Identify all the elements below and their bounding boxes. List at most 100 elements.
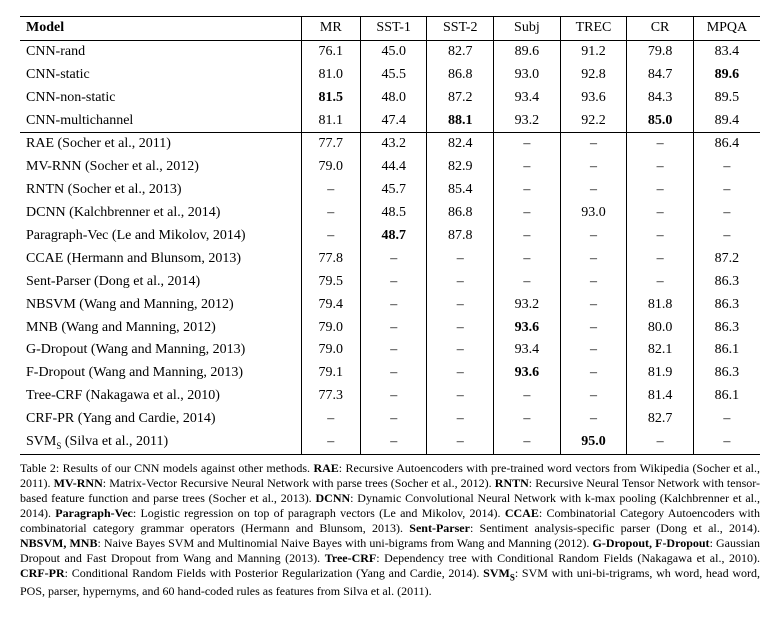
value-cell: – — [560, 317, 627, 340]
table-row: RAE (Socher et al., 2011)77.743.282.4–––… — [20, 133, 760, 156]
value-cell: – — [560, 408, 627, 431]
model-cell: CRF-PR (Yang and Cardie, 2014) — [20, 408, 301, 431]
value-cell: 79.4 — [301, 294, 360, 317]
value-cell: – — [360, 408, 427, 431]
col-header: TREC — [560, 17, 627, 41]
value-cell: – — [560, 271, 627, 294]
value-cell: – — [427, 271, 494, 294]
table-row: DCNN (Kalchbrenner et al., 2014)–48.586.… — [20, 202, 760, 225]
caption-desc: : Conditional Random Fields with Posteri… — [65, 566, 484, 580]
value-cell: – — [427, 362, 494, 385]
value-cell: – — [494, 225, 561, 248]
caption-term: Paragraph-Vec — [55, 506, 133, 520]
value-cell: – — [301, 202, 360, 225]
value-cell: – — [627, 156, 694, 179]
value-cell: 48.7 — [360, 225, 427, 248]
value-cell: – — [560, 133, 627, 156]
value-cell: 86.4 — [693, 133, 760, 156]
value-cell: 79.1 — [301, 362, 360, 385]
col-header: SST-2 — [427, 17, 494, 41]
value-cell: 92.2 — [560, 110, 627, 133]
model-cell: Paragraph-Vec (Le and Mikolov, 2014) — [20, 225, 301, 248]
value-cell: 93.6 — [560, 87, 627, 110]
model-cell: CNN-static — [20, 64, 301, 87]
table-caption: Table 2: Results of our CNN models again… — [20, 461, 760, 599]
caption-term: NBSVM, MNB — [20, 536, 97, 550]
value-cell: – — [494, 431, 561, 454]
value-cell: 93.6 — [494, 362, 561, 385]
caption-desc: : Dependency tree with Conditional Rando… — [376, 551, 760, 565]
table-header-row: ModelMRSST-1SST-2SubjTRECCRMPQA — [20, 17, 760, 41]
value-cell: 86.8 — [427, 202, 494, 225]
value-cell: 86.3 — [693, 362, 760, 385]
value-cell: 93.0 — [560, 202, 627, 225]
value-cell: 86.3 — [693, 271, 760, 294]
value-cell: 88.1 — [427, 110, 494, 133]
value-cell: – — [301, 179, 360, 202]
caption-term: RNTN — [495, 476, 529, 490]
table-row: MV-RNN (Socher et al., 2012)79.044.482.9… — [20, 156, 760, 179]
value-cell: 82.4 — [427, 133, 494, 156]
value-cell: 89.6 — [693, 64, 760, 87]
value-cell: – — [494, 133, 561, 156]
value-cell: 79.0 — [301, 156, 360, 179]
value-cell: – — [427, 385, 494, 408]
value-cell: 77.7 — [301, 133, 360, 156]
value-cell: – — [693, 225, 760, 248]
model-cell: CCAE (Hermann and Blunsom, 2013) — [20, 248, 301, 271]
value-cell: 87.2 — [693, 248, 760, 271]
caption-term: Tree-CRF — [325, 551, 377, 565]
value-cell: 79.5 — [301, 271, 360, 294]
value-cell: 76.1 — [301, 40, 360, 63]
value-cell: – — [560, 339, 627, 362]
table-row: SVMS (Silva et al., 2011)––––95.0–– — [20, 431, 760, 454]
model-cell: CNN-non-static — [20, 87, 301, 110]
value-cell: – — [360, 339, 427, 362]
value-cell: 91.2 — [560, 40, 627, 63]
value-cell: 86.8 — [427, 64, 494, 87]
caption-term: CRF-PR — [20, 566, 65, 580]
caption-term: SVMS — [483, 566, 515, 580]
caption-term: Sent-Parser — [409, 521, 470, 535]
value-cell: 93.2 — [494, 294, 561, 317]
value-cell: 85.4 — [427, 179, 494, 202]
value-cell: 48.5 — [360, 202, 427, 225]
value-cell: 93.0 — [494, 64, 561, 87]
table-row: CNN-static81.045.586.893.092.884.789.6 — [20, 64, 760, 87]
value-cell: 93.2 — [494, 110, 561, 133]
value-cell: – — [360, 362, 427, 385]
value-cell: – — [560, 294, 627, 317]
value-cell: 77.8 — [301, 248, 360, 271]
value-cell: 93.6 — [494, 317, 561, 340]
value-cell: – — [494, 179, 561, 202]
value-cell: – — [560, 225, 627, 248]
model-cell: NBSVM (Wang and Manning, 2012) — [20, 294, 301, 317]
table-row: Paragraph-Vec (Le and Mikolov, 2014)–48.… — [20, 225, 760, 248]
value-cell: – — [627, 133, 694, 156]
value-cell: – — [494, 271, 561, 294]
value-cell: – — [560, 248, 627, 271]
value-cell: 89.5 — [693, 87, 760, 110]
value-cell: – — [301, 225, 360, 248]
value-cell: 93.4 — [494, 339, 561, 362]
value-cell: 84.7 — [627, 64, 694, 87]
caption-desc: : Matrix-Vector Recursive Neural Network… — [103, 476, 495, 490]
value-cell: 86.3 — [693, 317, 760, 340]
value-cell: 45.7 — [360, 179, 427, 202]
value-cell: – — [560, 179, 627, 202]
value-cell: – — [494, 385, 561, 408]
caption-term: MV-RNN — [54, 476, 103, 490]
table-row: Tree-CRF (Nakagawa et al., 2010)77.3––––… — [20, 385, 760, 408]
caption-desc: : Naive Bayes SVM and Multinomial Naive … — [97, 536, 592, 550]
col-header: CR — [627, 17, 694, 41]
table-row: CNN-non-static81.548.087.293.493.684.389… — [20, 87, 760, 110]
value-cell: – — [560, 156, 627, 179]
value-cell: – — [427, 339, 494, 362]
value-cell: – — [627, 271, 694, 294]
value-cell: – — [693, 156, 760, 179]
value-cell: 83.4 — [693, 40, 760, 63]
caption-desc: : Logistic regression on top of paragrap… — [133, 506, 505, 520]
value-cell: 44.4 — [360, 156, 427, 179]
value-cell: – — [427, 317, 494, 340]
model-cell: G-Dropout (Wang and Manning, 2013) — [20, 339, 301, 362]
